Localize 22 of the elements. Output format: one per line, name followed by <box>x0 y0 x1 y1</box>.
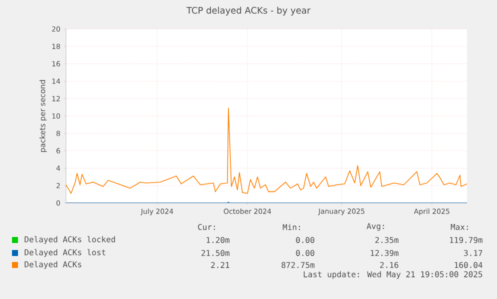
text: 160.04 <box>454 262 482 268</box>
chart-title: TCP delayed ACKs - by year <box>186 6 311 16</box>
legend-label: Delayed ACKs lost <box>24 249 106 257</box>
text: 872.75m <box>282 262 314 268</box>
text: 119.79m <box>450 236 482 244</box>
text: 21.50m <box>202 250 230 256</box>
text: 2.35m <box>375 236 398 244</box>
text: 1.20m <box>206 236 230 244</box>
text: Max: <box>450 224 468 230</box>
text: 3.17 <box>464 250 482 256</box>
text: 2.16 <box>380 262 398 268</box>
text: 2.21 <box>211 262 230 268</box>
text: Last update: Wed May 21 19:05:00 2025 <box>304 271 482 279</box>
text: Min: <box>282 224 300 230</box>
legend-label: Delayed ACKs locked <box>24 236 115 244</box>
text: 0.00 <box>296 250 314 256</box>
legend-label: Delayed ACKs <box>24 261 82 269</box>
line-series <box>66 108 467 194</box>
text: 12.39m <box>370 250 398 256</box>
text: 0.00 <box>296 236 314 244</box>
text: Avg: <box>366 223 384 231</box>
text: Cur: <box>198 224 215 230</box>
